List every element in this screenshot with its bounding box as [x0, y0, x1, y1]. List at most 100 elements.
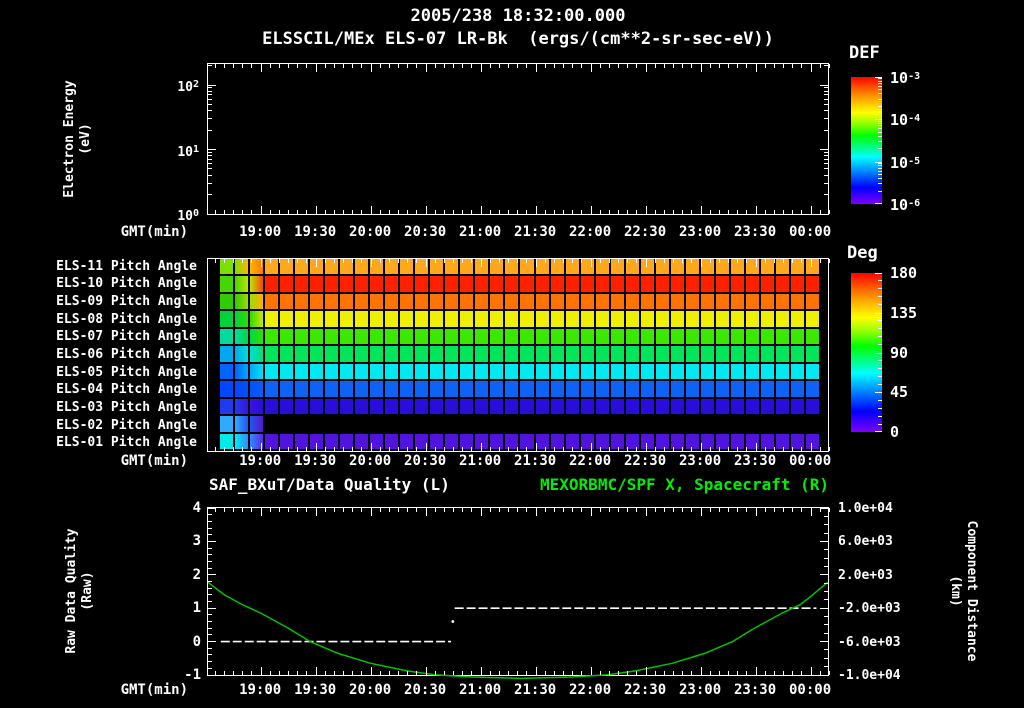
x-tick	[343, 210, 345, 214]
pitch-cell	[595, 276, 609, 292]
x-tick	[223, 447, 225, 451]
pitch-cell	[685, 276, 699, 292]
pitch-cell	[265, 276, 279, 292]
data-quality-point	[451, 620, 455, 623]
x-tick	[398, 210, 400, 214]
pitch-cell	[805, 311, 819, 327]
pitch-cell	[670, 293, 684, 310]
energy-x-axis-title: GMT(min)	[120, 224, 188, 240]
pitch-cell	[325, 416, 339, 432]
def-colorbar-minor-tick	[878, 122, 882, 124]
x-tick	[434, 210, 436, 214]
pitch-cell	[400, 381, 414, 397]
x-tick	[508, 671, 510, 675]
x-tick	[269, 210, 271, 214]
pitch-cell	[415, 259, 429, 275]
pitch-cell	[385, 433, 399, 449]
pitch-cell	[415, 433, 429, 449]
pitch-cell	[580, 363, 594, 380]
pitch-cell	[400, 276, 414, 292]
pitch-cell	[700, 311, 714, 327]
pitch-cell	[565, 276, 579, 292]
pitch-cell	[265, 259, 279, 275]
x-tick	[471, 671, 473, 675]
pitch-cell	[595, 311, 609, 327]
y-minor-tick	[208, 98, 212, 100]
x-tick	[608, 64, 610, 68]
pitch-cell	[775, 381, 789, 397]
x-tick	[278, 508, 280, 512]
pitch-cell	[415, 381, 429, 397]
pitch-cell	[700, 381, 714, 397]
y-minor-tick	[208, 87, 212, 89]
quality-left-tick	[208, 601, 212, 603]
x-tick	[333, 671, 335, 675]
pitch-cell	[580, 416, 594, 432]
x-tick	[297, 259, 299, 263]
x-tick	[434, 447, 436, 451]
quality-right-tick	[824, 649, 828, 651]
x-tick	[278, 671, 280, 675]
x-tick-label: 00:00	[788, 682, 832, 698]
x-tick-label: 23:30	[733, 453, 777, 469]
pitch-cell	[430, 363, 444, 380]
x-tick	[572, 64, 574, 68]
pitch-cell	[370, 276, 384, 292]
pitch-cell	[655, 433, 669, 449]
x-tick	[627, 64, 629, 68]
pitch-cell	[445, 293, 459, 310]
pitch-cell	[430, 346, 444, 362]
x-tick	[370, 508, 372, 516]
x-tick	[682, 64, 684, 68]
x-tick	[434, 671, 436, 675]
x-tick	[828, 64, 830, 68]
quality-series-title: SAF_BXuT/Data Quality (L)	[209, 475, 450, 494]
x-tick	[801, 447, 803, 451]
pitch-x-axis-title: GMT(min)	[120, 453, 188, 469]
quality-left-tick	[208, 661, 212, 663]
x-tick	[480, 443, 482, 451]
x-tick	[416, 671, 418, 675]
y-minor-tick	[208, 129, 212, 131]
pitch-cell	[490, 416, 504, 432]
x-tick	[416, 508, 418, 512]
def-colorbar-tick-label: 10-4	[890, 111, 921, 130]
pitch-cell	[430, 259, 444, 275]
pitch-cell	[565, 416, 579, 432]
x-tick	[416, 259, 418, 263]
pitch-cell	[610, 398, 624, 415]
x-tick	[443, 447, 445, 451]
pitch-cell	[760, 416, 774, 432]
pitch-cell	[400, 328, 414, 345]
pitch-cell	[640, 293, 654, 310]
x-tick	[407, 508, 409, 512]
pitch-cell	[220, 433, 234, 449]
pitch-cell	[580, 346, 594, 362]
pitch-cell	[655, 259, 669, 275]
x-tick	[618, 508, 620, 512]
deg-colorbar-minor-tick	[878, 296, 882, 298]
pitch-cell	[250, 259, 264, 275]
x-tick	[297, 64, 299, 68]
y-minor-tick	[824, 87, 828, 89]
pitch-cell	[310, 259, 324, 275]
x-tick	[379, 508, 381, 512]
pitch-cell	[220, 311, 234, 327]
pitch-cell	[715, 398, 729, 415]
pitch-cell	[400, 416, 414, 432]
x-tick	[407, 671, 409, 675]
x-tick	[416, 210, 418, 214]
def-colorbar-minor-tick	[878, 190, 882, 192]
x-tick	[773, 508, 775, 512]
x-tick-label: 19:00	[239, 682, 282, 698]
deg-colorbar-title: Deg	[847, 243, 878, 263]
pitch-cell	[340, 311, 354, 327]
y-minor-tick	[824, 118, 828, 120]
quality-right-tick	[824, 565, 828, 567]
x-tick	[728, 671, 730, 675]
pitch-cell	[760, 259, 774, 275]
pitch-cell	[235, 381, 249, 397]
pitch-cell	[475, 346, 489, 362]
x-tick	[471, 210, 473, 214]
def-colorbar-minor-tick	[878, 78, 882, 80]
